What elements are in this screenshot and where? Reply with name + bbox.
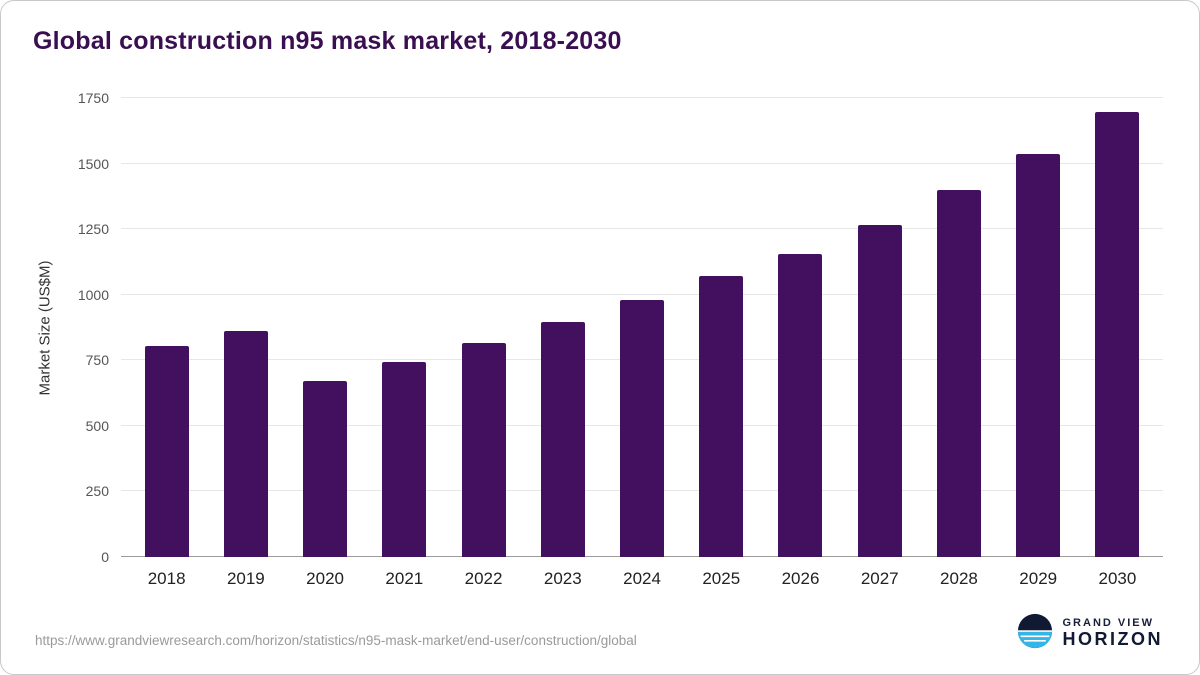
bar-slot — [761, 98, 840, 557]
y-axis-label: Market Size (US$M) — [36, 260, 54, 396]
gridline — [121, 228, 1163, 230]
bar-slot — [999, 98, 1078, 557]
x-tick-label: 2026 — [781, 569, 820, 588]
bar-2022 — [461, 343, 506, 557]
x-tick-label: 2023 — [543, 569, 582, 588]
source-url: https://www.grandviewresearch.com/horizo… — [35, 633, 637, 648]
bar-2028 — [936, 189, 981, 557]
bar-slot — [444, 98, 523, 557]
y-tick-label: 1750 — [77, 90, 109, 106]
bar-slot — [365, 98, 444, 557]
bar-2021 — [382, 361, 427, 557]
brand-name-bottom: HORIZON — [1062, 629, 1163, 650]
y-tick-label: 750 — [85, 352, 109, 369]
bar-2030 — [1095, 112, 1140, 557]
bar-slot — [1078, 98, 1157, 557]
bar-slot — [285, 98, 364, 557]
x-tick-label: 2020 — [306, 569, 344, 588]
x-tick-label: 2019 — [226, 569, 265, 588]
horizon-icon — [1017, 613, 1053, 654]
bar-slot — [682, 98, 761, 557]
bar-2023 — [540, 322, 585, 557]
x-tick-label: 2021 — [385, 569, 424, 588]
y-tick-label: 250 — [85, 483, 109, 500]
gridline — [121, 162, 1163, 164]
bar-slot — [127, 98, 206, 557]
bar-2029 — [1016, 154, 1061, 557]
bars-layer — [121, 98, 1163, 557]
bar-2018 — [144, 345, 189, 557]
x-tick-label: 2030 — [1098, 569, 1137, 588]
bar-2019 — [223, 331, 268, 557]
bar-2024 — [620, 299, 665, 557]
bar-slot — [840, 98, 919, 557]
y-tick-label: 1500 — [77, 155, 109, 172]
gridline — [121, 97, 1163, 98]
bar-2025 — [699, 276, 744, 557]
x-tick-label: 2027 — [860, 569, 899, 588]
x-tick-label: 2029 — [1019, 569, 1058, 588]
y-tick-label: 0 — [101, 549, 109, 565]
bar-slot — [206, 98, 285, 557]
x-axis-labels: 2018 2019 2020 2021 2022 2023 2024 2025 2026 2027… — [121, 569, 1163, 589]
chart-title: Global construction n95 mask market, 201… — [33, 27, 622, 55]
x-tick-label: 2025 — [702, 569, 741, 588]
chart-area: 0 250 500 750 1000 1250 1500 1750 2018 2019 2020 2… — [78, 90, 1163, 588]
y-tick-label: 1250 — [77, 221, 109, 238]
brand-name: GRAND VIEW HORIZON — [1063, 617, 1164, 650]
bar-slot — [523, 98, 602, 557]
bar-slot — [919, 98, 998, 557]
y-tick-label: 1000 — [77, 286, 109, 303]
x-tick-label: 2028 — [940, 569, 978, 588]
brand-logo: GRAND VIEW HORIZON — [1017, 613, 1164, 654]
bar-2026 — [778, 254, 823, 557]
y-tick-label: 500 — [85, 417, 109, 434]
bar-2020 — [303, 381, 348, 557]
brand-name-top: GRAND VIEW — [1062, 616, 1154, 629]
gridline — [121, 293, 1163, 295]
bar-slot — [602, 98, 681, 557]
plot-area: 0 250 500 750 1000 1250 1500 1750 — [78, 90, 1163, 565]
x-tick-label: 2018 — [147, 569, 186, 588]
x-tick-label: 2024 — [623, 569, 661, 588]
bar-2027 — [857, 225, 902, 557]
x-tick-label: 2022 — [464, 569, 503, 588]
